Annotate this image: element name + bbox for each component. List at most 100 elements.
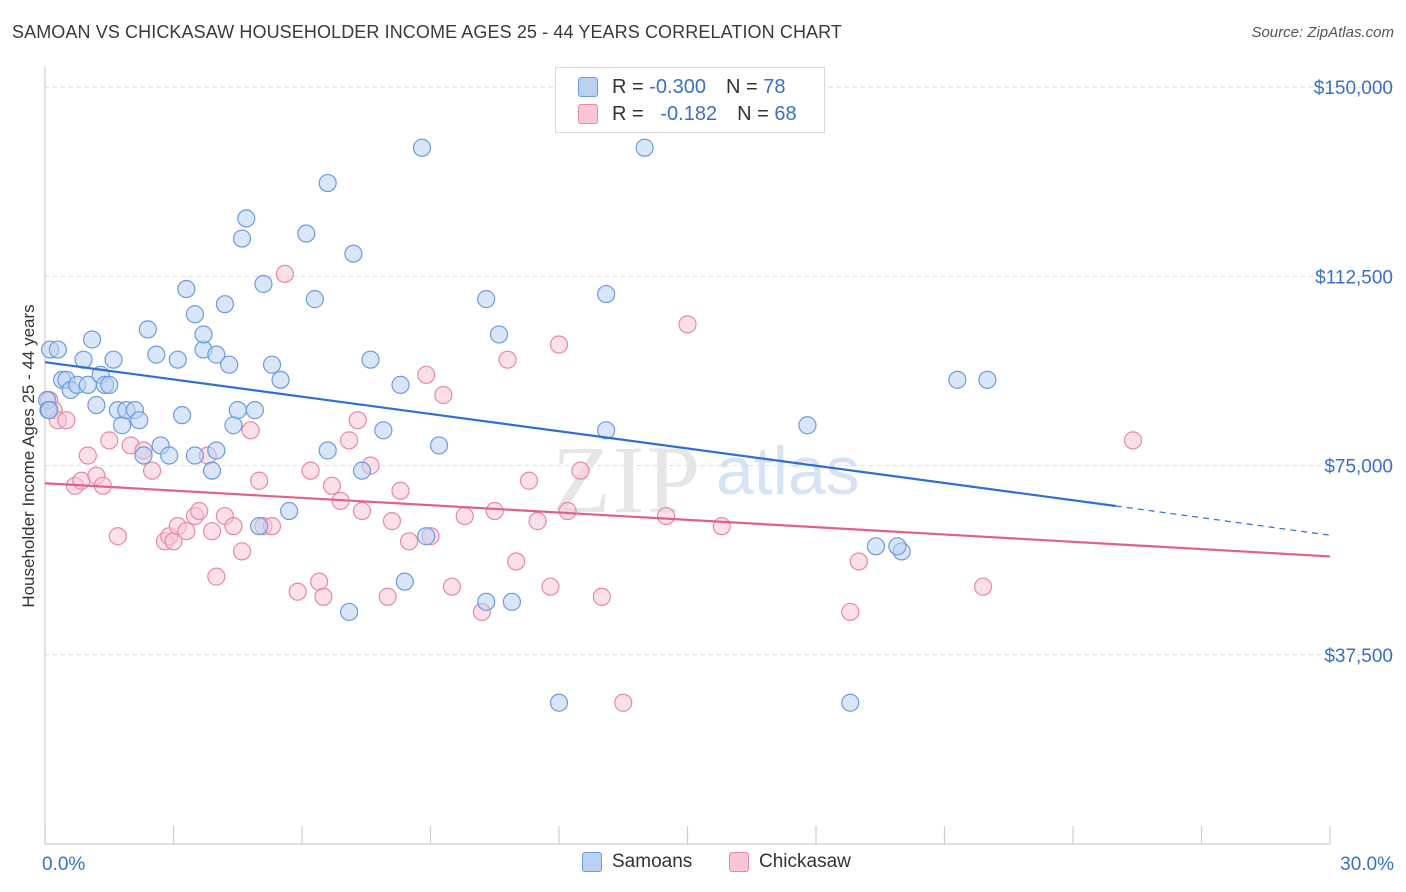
samoans-point [429,436,449,455]
chickasaw-point [241,421,260,440]
legend-n-value: 68 [774,102,797,125]
legend-n-label: N = [737,102,769,125]
chickasaw-point [1123,431,1143,450]
y-tick-label: $37,500 [1324,646,1393,667]
samoans-point [262,355,282,374]
bottom-legend-label-chickasaw: Chickasaw [759,851,851,872]
chickasaw-point [177,522,196,541]
samoans-point [232,229,252,248]
samoans-point [147,345,166,364]
chickasaw-point [391,481,410,500]
chickasaw-point [142,461,162,480]
samoans-point [978,370,997,389]
legend-swatch-samoans [578,77,598,97]
samoans-point [635,138,654,157]
legend-n-label: N = [725,75,758,98]
legend-r-label: R = [612,75,644,98]
samoans-point [948,370,967,389]
samoans-point [48,340,67,359]
x-tick-label: 0.0% [42,854,85,875]
chickasaw-point [57,411,76,430]
chickasaw-point [571,461,590,480]
watermark: ZIP atlas [552,426,860,533]
chickasaw-point [528,512,547,531]
watermark-atlas: atlas [716,433,860,509]
chickasaw-point [455,506,474,526]
samoans-point [185,446,205,465]
samoans-point [100,375,119,394]
legend-r-value: -0.300 [649,75,706,98]
samoans-point [412,138,432,157]
samoans-point [361,350,380,369]
bottom-legend-swatch-samoans [582,852,602,872]
samoans-point [841,693,860,712]
samoans-point [130,411,149,430]
samoans-point [177,279,196,299]
legend-row-samoans: R = -0.300 N = 78 [578,73,785,101]
y-tick-label: $75,000 [1324,457,1393,478]
samoans-point [134,446,153,465]
chickasaw-point [399,532,419,551]
samoans-point [597,284,616,304]
legend-r-value: -0.182 [660,102,718,125]
y-tick-labels: $37,500 $75,000 $112,500 $150,000 [1314,78,1393,667]
chickasaw-point [250,471,269,490]
chickasaw-point [485,501,504,521]
chickasaw-point [592,587,611,606]
y-tick-label: $112,500 [1315,267,1393,288]
samoans-point [271,370,290,389]
chickasaw-point [656,506,676,526]
chickasaw-point [275,264,294,283]
chickasaw-point [973,577,993,596]
samoans-point [112,416,132,435]
chickasaw-trendline [44,482,1331,558]
samoans-point [202,461,222,480]
samoans-point [549,693,569,712]
chickasaw-point [352,501,372,521]
samoans-point [477,592,496,611]
chickasaw-point [507,552,526,571]
samoans-point [344,244,363,263]
samoans-point [254,274,273,294]
legend-row-chickasaw: R = -0.182 N = 68 [578,100,797,128]
chickasaw-point [558,501,577,521]
legend-n-value: 78 [763,75,786,98]
chickasaw-point [678,315,697,334]
samoans-point [352,461,372,480]
bottom-legend-label-samoans: Samoans [612,851,693,872]
samoans-point [160,446,179,465]
x-tick-label: 30.0% [1340,854,1394,875]
samoans-trendline [44,361,1116,508]
samoans-point [185,305,205,324]
chickasaw-point [519,471,539,490]
samoans-point [138,320,157,339]
chickasaw-point [378,587,397,606]
samoans-point [237,209,256,228]
samoans-point [798,416,817,435]
samoans-point [245,401,264,420]
gridlines [45,86,1395,656]
chickasaw-point [549,335,569,354]
samoans-point [597,421,616,440]
samoans-point [391,375,410,394]
samoans-point [489,325,509,344]
chickasaw-point [190,501,209,521]
samoans-point [172,406,192,425]
samoans-point [194,325,213,344]
samoans-point [888,537,907,556]
chickasaw-point [78,446,97,465]
chickasaw-point [541,577,560,596]
samoans-point [168,350,187,369]
samoans-point [305,290,324,309]
chickasaw-point [382,512,402,531]
samoans-point [318,173,337,193]
axes [44,67,1331,845]
chickasaw-point [224,517,243,536]
samoans-point [224,416,243,435]
chickasaw-point [202,522,222,541]
legend-swatch-chickasaw [578,104,598,124]
samoans-point [104,350,123,369]
source-label: Source: ZipAtlas.com [1251,24,1394,41]
samoans-point [866,537,886,556]
samoans-point [502,592,521,611]
